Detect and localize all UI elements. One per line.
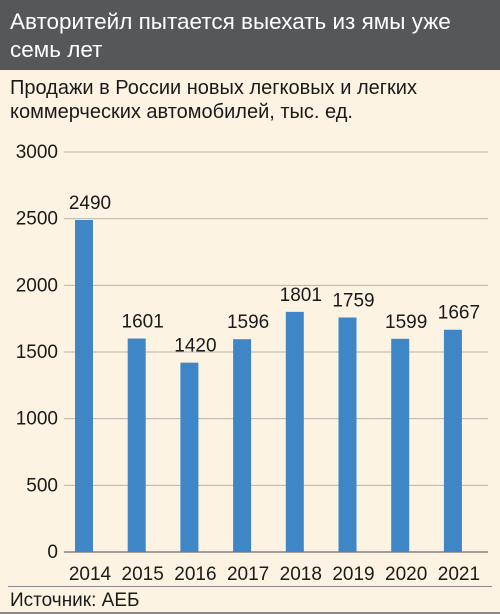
x-tick-label: 2016	[174, 564, 216, 585]
x-tick-label: 2018	[280, 564, 322, 585]
data-label: 2490	[69, 193, 111, 214]
header-bar: Авторитейл пытается выехать из ямы уже с…	[0, 0, 500, 70]
y-tick-label: 3000	[16, 142, 58, 163]
data-label: 1667	[438, 303, 480, 324]
x-tick-label: 2019	[332, 564, 374, 585]
y-tick-label: 2500	[16, 209, 58, 230]
bottom-divider	[0, 612, 500, 614]
y-tick-label: 1000	[16, 409, 58, 430]
x-tick-label: 2017	[227, 564, 269, 585]
y-tick-label: 2000	[16, 275, 58, 296]
x-tick-label: 2020	[385, 564, 427, 585]
data-label: 1596	[227, 312, 269, 333]
source-note: Источник: АЕБ	[10, 590, 140, 611]
bar-2020	[391, 338, 410, 552]
bar-2018	[285, 311, 304, 552]
page-title: Авторитейл пытается выехать из ямы уже с…	[10, 9, 451, 62]
data-label: 1801	[280, 285, 322, 306]
x-tick-label: 2021	[438, 564, 480, 585]
x-tick-label: 2014	[69, 564, 112, 585]
bar-2017	[233, 339, 252, 552]
bar-2015	[127, 338, 146, 552]
bar-2019	[338, 317, 357, 552]
bar-2014	[75, 220, 93, 552]
data-label: 1420	[174, 336, 216, 357]
chart-title: Продажи в России новых легковых и легких…	[10, 77, 417, 123]
data-label: 1599	[385, 312, 427, 333]
y-tick-label: 1500	[16, 342, 58, 363]
x-tick-label: 2015	[122, 564, 164, 585]
bar-2021	[443, 329, 462, 552]
bar-2016	[180, 362, 199, 552]
y-tick-label: 0	[47, 542, 58, 563]
data-label: 1601	[122, 312, 164, 333]
data-label: 1759	[332, 290, 374, 311]
y-tick-label: 500	[26, 475, 58, 496]
footer-divider	[8, 586, 492, 587]
